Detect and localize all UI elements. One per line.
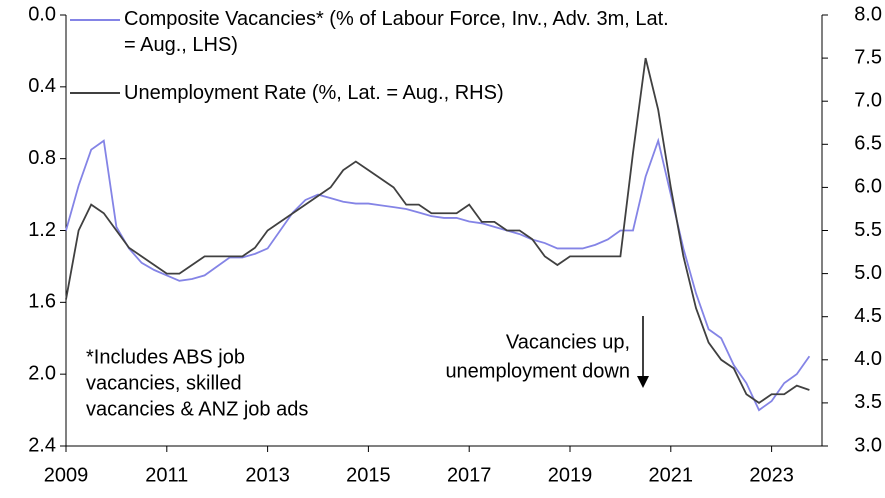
y2-tick-label: 4.5 bbox=[854, 305, 882, 327]
x-tick-label: 2023 bbox=[749, 464, 794, 486]
series-line bbox=[65, 57, 810, 404]
annotation-arrowhead bbox=[637, 376, 649, 388]
x-tick-label: 2017 bbox=[447, 464, 492, 486]
series-line bbox=[65, 137, 811, 412]
y2-tick-label: 7.0 bbox=[854, 89, 882, 111]
y-tick-label: 0.8 bbox=[28, 147, 56, 169]
y-tick-label: 0.4 bbox=[28, 75, 56, 97]
x-tick-label: 2013 bbox=[245, 464, 290, 486]
x-tick-label: 2015 bbox=[346, 464, 391, 486]
y-tick-label: 2.0 bbox=[28, 362, 56, 384]
annotation: unemployment down bbox=[445, 360, 630, 382]
y2-tick-label: 3.0 bbox=[854, 434, 882, 456]
y2-tick-label: 6.0 bbox=[854, 176, 882, 198]
annotation: vacancies, skilled bbox=[86, 372, 242, 394]
annotation: vacancies & ANZ job ads bbox=[86, 398, 308, 420]
legend-entry: Unemployment Rate (%, Lat. = Aug., RHS) bbox=[124, 82, 504, 104]
y2-tick-label: 8.0 bbox=[854, 3, 882, 25]
y-tick-label: 1.6 bbox=[28, 291, 56, 313]
y2-tick-label: 7.5 bbox=[854, 46, 882, 68]
y-tick-label: 1.2 bbox=[28, 219, 56, 241]
x-tick-label: 2009 bbox=[44, 464, 89, 486]
y2-tick-label: 5.0 bbox=[854, 262, 882, 284]
y2-tick-label: 4.0 bbox=[854, 348, 882, 370]
x-tick-label: 2021 bbox=[649, 464, 694, 486]
y2-tick-label: 5.5 bbox=[854, 219, 882, 241]
x-tick-label: 2011 bbox=[145, 464, 188, 486]
annotation: *Includes ABS job bbox=[86, 346, 245, 368]
y-tick-label: 2.4 bbox=[28, 434, 56, 456]
y-tick-label: 0.0 bbox=[28, 3, 56, 25]
x-tick-label: 2019 bbox=[548, 464, 593, 486]
annotation: Vacancies up, bbox=[506, 331, 630, 353]
y2-tick-label: 6.5 bbox=[854, 133, 882, 155]
y2-tick-label: 3.5 bbox=[854, 391, 882, 413]
legend-entry: Composite Vacancies* (% of Labour Force,… bbox=[124, 8, 669, 56]
